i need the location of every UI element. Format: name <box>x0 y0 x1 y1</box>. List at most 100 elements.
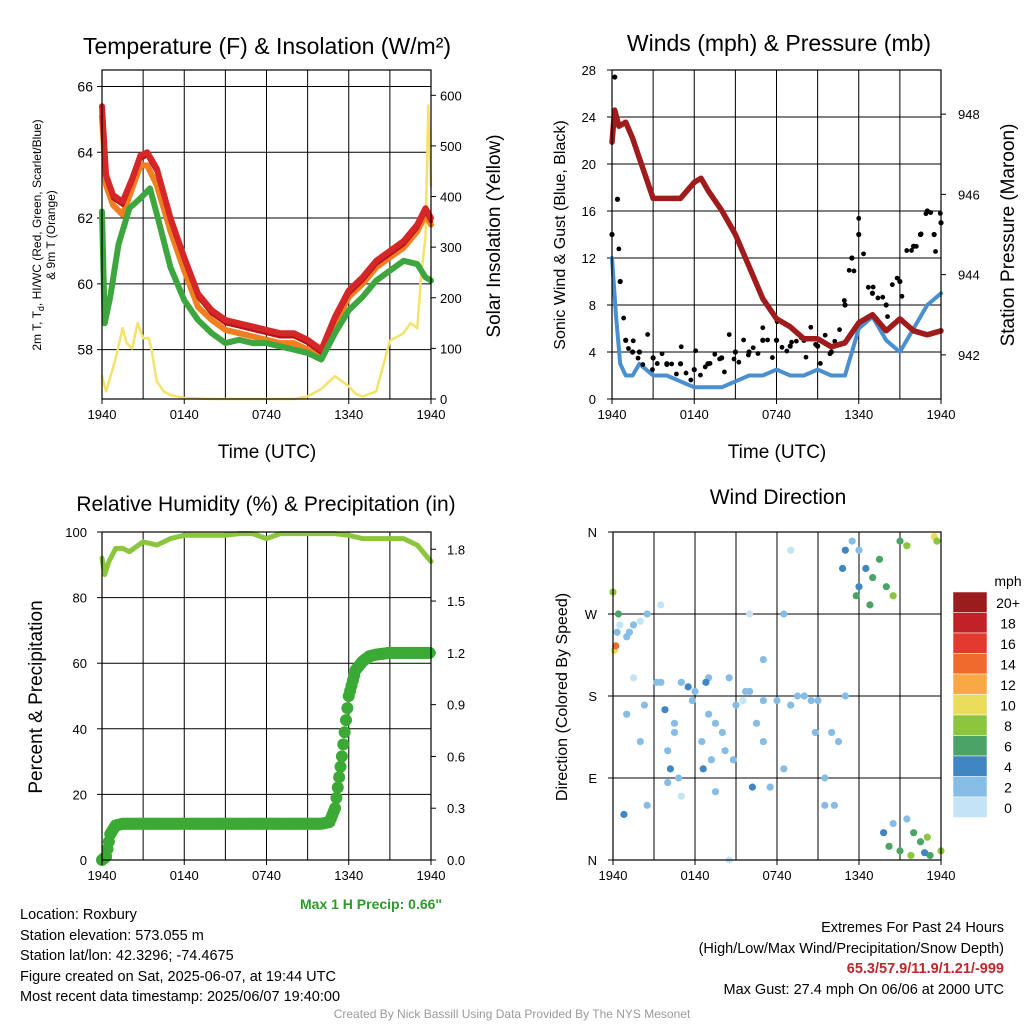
wind-direction-point <box>664 747 672 755</box>
wind-direction-point <box>896 847 904 855</box>
gust-point <box>769 355 775 360</box>
wind-direction-point <box>773 696 781 705</box>
gust-point <box>617 278 623 285</box>
wind-direction-x-tick-label: 0140 <box>681 868 710 883</box>
precip-y2-tick-label: 1.2 <box>447 646 465 661</box>
humidity-y-tick-label: 40 <box>73 722 87 737</box>
gust-point <box>616 246 622 252</box>
wind-speed-legend-title: mph <box>994 573 1021 589</box>
gust-point <box>827 351 833 357</box>
wind-direction-y-tick-label: N <box>588 853 597 868</box>
wind-direction-point <box>889 819 897 828</box>
gust-point <box>779 344 785 350</box>
gust-point <box>623 337 629 343</box>
temperature-x-tick-label: 1940 <box>417 407 446 422</box>
wind-direction-point <box>926 851 934 860</box>
humidity-y-label: Percent & Precipitation <box>26 600 47 793</box>
wind-direction-point <box>787 546 795 554</box>
gust-point <box>885 314 890 320</box>
gust-point <box>889 282 895 288</box>
wind-direction-point <box>640 701 649 709</box>
precip-point <box>337 738 350 751</box>
wind-direction-point <box>814 696 822 705</box>
insolation-y2-tick-label: 200 <box>440 291 462 306</box>
gust-point <box>803 354 809 360</box>
wind-direction-point <box>732 701 740 709</box>
humidity-y-tick-label: 100 <box>65 525 87 540</box>
temperature-chart-title: Temperature (F) & Insolation (W/m²) <box>83 33 451 59</box>
gust-point <box>614 196 621 202</box>
precip-point <box>329 802 342 815</box>
wind-direction-point <box>699 765 707 773</box>
wind-direction-point <box>748 783 757 791</box>
extremes-subtitle: (High/Low/Max Wind/Precipitation/Snow De… <box>698 940 1004 957</box>
wind-direction-point <box>666 765 675 773</box>
winds-y-tick-label: 0 <box>589 392 596 407</box>
winds-y-tick-label: 16 <box>582 204 596 219</box>
wind-direction-y-tick-label: E <box>588 771 597 786</box>
humidity-y-tick-label: 80 <box>73 591 87 606</box>
wind-direction-point <box>616 621 624 629</box>
wind-direction-point <box>721 747 729 755</box>
gust-point <box>677 361 684 367</box>
temperature-x-tick-label: 0740 <box>252 407 281 422</box>
wind-direction-y-label: Direction (Colored By Speed) <box>554 593 571 801</box>
gust-point <box>635 355 641 361</box>
winds-chart-title: Winds (mph) & Pressure (mb) <box>627 30 931 56</box>
temperature-series-orange <box>99 113 434 360</box>
humidity-x-tick-label: 1940 <box>88 868 117 883</box>
wind-direction-point <box>910 829 918 837</box>
gust-point <box>869 290 876 296</box>
extremes-title: Extremes For Past 24 Hours <box>821 920 1004 936</box>
gust-point <box>909 248 914 253</box>
legend-label: 16 <box>1000 636 1016 652</box>
wind-direction-point <box>880 829 888 837</box>
insolation-y2-tick-label: 100 <box>440 341 462 356</box>
gust-point <box>865 284 871 290</box>
winds-x-tick-label: 1940 <box>927 407 956 422</box>
wind-direction-point <box>675 774 683 782</box>
gust-point <box>750 345 756 351</box>
humidity-panel: Relative Humidity (%) & Precipitation (i… <box>26 493 465 883</box>
winds-x-tick-label: 1340 <box>844 407 873 422</box>
temperature-y-label-sub: d <box>36 306 46 311</box>
gust-point <box>659 351 665 357</box>
wind-direction-point <box>614 610 623 618</box>
temperature-y-label-part1: 2m T, T <box>30 310 44 350</box>
wind-direction-point <box>623 710 631 718</box>
gust-point <box>813 342 818 347</box>
winds-y-label: Sonic Wind & Gust (Blue, Black) <box>552 120 569 349</box>
wind-direction-point <box>916 838 925 846</box>
wind-direction-point <box>629 621 638 629</box>
wind-direction-point <box>661 706 669 714</box>
legend-label: 12 <box>1000 677 1016 693</box>
gust-point <box>683 370 689 376</box>
legend-label: 10 <box>1000 698 1016 714</box>
gust-point <box>669 361 675 367</box>
legend-label: 14 <box>1000 657 1016 673</box>
winds-y-tick-label: 12 <box>582 251 596 266</box>
wind-direction-point <box>612 642 620 650</box>
gust-point <box>645 332 651 337</box>
gust-point <box>846 267 852 273</box>
wind-direction-point <box>869 573 877 582</box>
gust-point <box>870 284 876 290</box>
wind-direction-point <box>718 728 726 737</box>
legend-swatch <box>952 632 988 654</box>
gust-point <box>808 324 814 330</box>
wind-direction-point <box>896 537 904 545</box>
wind-direction-point <box>780 610 788 618</box>
gust-point <box>693 348 699 354</box>
wind-direction-point <box>903 542 911 550</box>
humidity-x-tick-label: 1940 <box>417 868 446 883</box>
wind-direction-point <box>921 849 929 857</box>
wind-direction-x-tick-label: 1940 <box>927 868 956 883</box>
temperature-y-label: 2m T, Td, HI/WC (Red, Green, Scarlet/Blu… <box>30 119 46 350</box>
gust-point <box>817 361 823 366</box>
wind-direction-chart-title: Wind Direction <box>710 486 847 509</box>
wind-direction-point <box>677 792 685 800</box>
gust-point <box>674 371 679 377</box>
temperature-y-tick-label: 62 <box>77 210 93 226</box>
